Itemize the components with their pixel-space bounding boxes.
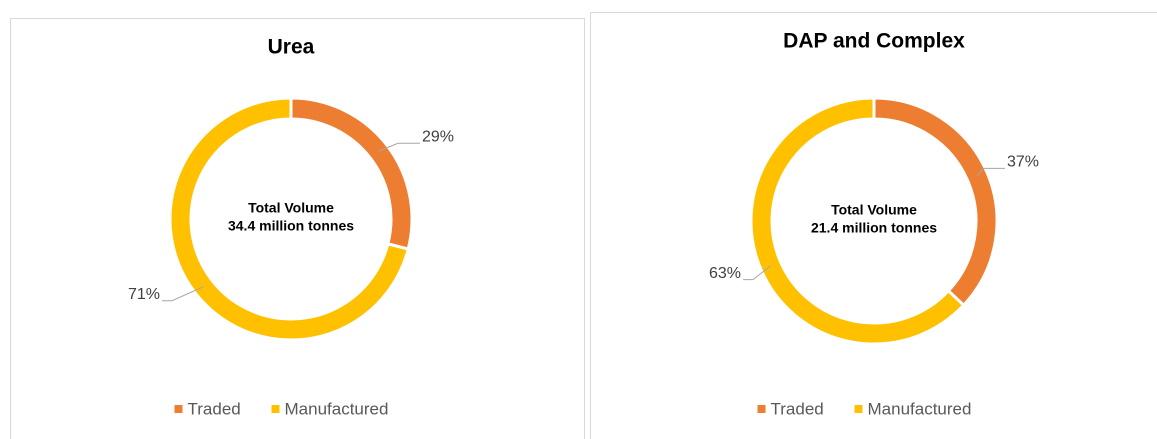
center-label: 34.4 million tonnes: [228, 218, 354, 234]
legend-swatch: [174, 405, 183, 413]
donut-slice: [168, 96, 411, 342]
data-label: 37%: [1007, 154, 1039, 171]
legend-swatch: [271, 405, 280, 413]
leader-line: [378, 142, 420, 152]
data-label: 29%: [422, 128, 454, 145]
legend-label: Traded: [188, 399, 241, 418]
center-label: Total Volume: [248, 200, 334, 216]
center-label: 21.4 million tonnes: [811, 220, 937, 236]
donut-slice: [749, 96, 966, 346]
center-label: Total Volume: [831, 202, 917, 218]
data-label: 63%: [709, 265, 741, 282]
chart-title: DAP and Complex: [783, 30, 965, 53]
leader-line: [976, 167, 1005, 177]
panel: [590, 12, 1157, 439]
panel: [10, 18, 585, 439]
legend-label: Manufactured: [285, 399, 389, 418]
legend-label: Manufactured: [868, 399, 972, 418]
data-label: 71%: [128, 286, 160, 303]
chart-title: Urea: [268, 36, 315, 59]
leader-line: [743, 265, 772, 281]
leader-line: [162, 286, 204, 302]
legend-label: Traded: [771, 399, 824, 418]
legend-swatch: [854, 405, 863, 413]
legend-swatch: [757, 405, 766, 413]
